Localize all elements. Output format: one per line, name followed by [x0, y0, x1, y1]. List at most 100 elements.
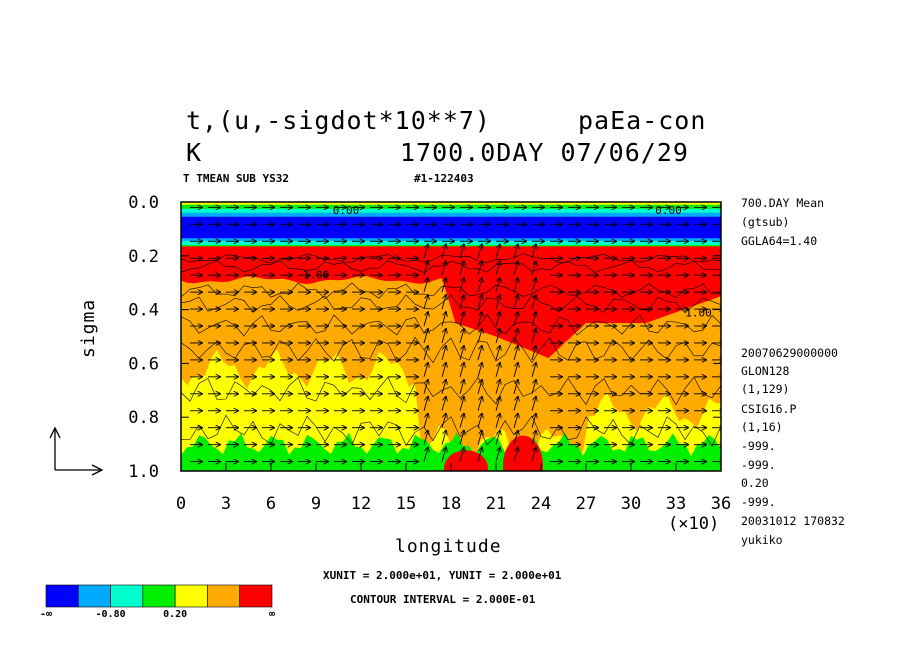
wind-vector: [459, 363, 464, 377]
wind-vector: [477, 295, 482, 310]
info-interval: 0.20: [741, 476, 769, 490]
wind-vector: [531, 295, 536, 310]
wind-vector: [495, 363, 500, 377]
x-tick-label: 18: [441, 494, 461, 514]
wind-vector: [423, 346, 428, 361]
wind-vector: [423, 278, 428, 293]
vector-field: [190, 207, 721, 462]
wind-vector: [441, 414, 446, 428]
info-source: (gtsub): [741, 215, 790, 229]
wind-vector: [459, 346, 464, 361]
info-range-y: (1,16): [741, 420, 783, 434]
y-tick-label: 0.0: [128, 193, 159, 213]
x-tick-label: 27: [576, 494, 596, 514]
wind-vector: [459, 380, 464, 394]
wind-vector: [531, 380, 536, 394]
colorbar-swatch: [142, 584, 176, 608]
x-tick-label: 12: [351, 494, 371, 514]
info-csig: CSIG16.P: [741, 402, 797, 416]
wind-vector: [495, 261, 500, 276]
reference-vector: [49, 426, 104, 476]
band-lower-yellow: [181, 349, 721, 471]
wind-vector: [513, 261, 518, 276]
wind-vector: [495, 278, 500, 293]
wind-vector: [477, 380, 482, 394]
contour-interval-text: CONTOUR INTERVAL = 2.000E-01: [350, 593, 536, 606]
wind-vector: [495, 380, 500, 394]
wind-vector: [459, 261, 464, 276]
wind-vector: [477, 431, 482, 445]
y-tick-label: 0.6: [128, 354, 159, 374]
colorbar-swatch: [77, 584, 111, 608]
wind-vector: [459, 329, 464, 344]
x-tick-label: 21: [486, 494, 506, 514]
wind-vector: [441, 380, 446, 394]
units-text: XUNIT = 2.000e+01, YUNIT = 2.000e+01: [323, 569, 562, 582]
wind-vector: [459, 244, 464, 259]
wind-vector: [531, 397, 536, 411]
wind-vector: [423, 312, 428, 327]
wind-vector: [441, 397, 446, 411]
wind-vector: [441, 261, 446, 276]
wind-vector: [477, 346, 482, 361]
wind-vector: [459, 448, 464, 462]
wind-vector: [423, 244, 428, 259]
wind-vector: [477, 244, 482, 259]
title-line1-left: t,(u,-sigdot*10**7): [186, 106, 491, 135]
wind-vector: [477, 312, 482, 327]
wind-vector: [513, 295, 518, 310]
y-axis-label: sigma: [78, 298, 99, 358]
colorbar-swatch: [239, 584, 273, 608]
wind-vector: [495, 312, 500, 327]
wind-vector: [531, 261, 536, 276]
wind-vector: [495, 448, 500, 462]
wind-vector: [495, 244, 500, 259]
wind-vector: [495, 295, 500, 310]
colorbar-swatch: [45, 584, 79, 608]
colorbar-label: -∞: [40, 609, 52, 620]
wind-vector: [423, 397, 428, 411]
wind-vector: [495, 346, 500, 361]
subtitle-right: #1-122403: [414, 172, 474, 185]
wind-vector: [459, 397, 464, 411]
wind-vector: [459, 295, 464, 310]
wind-vector: [441, 346, 446, 361]
x-tick-label: 33: [666, 494, 686, 514]
colorbar-swatch: [174, 584, 208, 608]
contour-label: 1.00: [685, 306, 712, 319]
x-tick-label: 24: [531, 494, 551, 514]
axes: 0 3 6 9 12 15 18 21 24 27 30 33 360.00.20.40.60.81.0: [128, 193, 731, 514]
wind-vector: [441, 329, 446, 344]
wind-vector: [477, 397, 482, 411]
colorbar-swatch: [207, 584, 241, 608]
wind-vector: [441, 312, 446, 327]
info-date: 20070629000000: [741, 346, 838, 360]
wind-vector: [513, 380, 518, 394]
y-tick-label: 0.8: [128, 408, 159, 428]
x-tick-label: 6: [266, 494, 276, 514]
contour-line: [181, 376, 721, 406]
wind-vector: [513, 312, 518, 327]
wind-vector: [531, 329, 536, 344]
contour-label: 0.00: [655, 204, 682, 217]
contour-label: 0.00: [333, 204, 360, 217]
wind-vector: [423, 295, 428, 310]
y-tick-label: 1.0: [128, 462, 159, 482]
x-tick-label: 0: [176, 494, 186, 514]
red-blob-left: [444, 450, 488, 471]
wind-vector: [477, 278, 482, 293]
wind-vector: [513, 329, 518, 344]
wind-vector: [477, 363, 482, 377]
wind-vector: [513, 448, 518, 462]
colorbar-label: ∞: [269, 609, 275, 620]
wind-vector: [495, 397, 500, 411]
wind-vector: [513, 414, 518, 428]
wind-vector: [441, 278, 446, 293]
wind-vector: [531, 363, 536, 377]
info-missing-2: -999.: [741, 458, 776, 472]
wind-vector: [513, 278, 518, 293]
wind-vector: [513, 346, 518, 361]
wind-vector: [531, 448, 536, 462]
y-tick-label: 0.4: [128, 301, 159, 321]
wind-vector: [459, 312, 464, 327]
